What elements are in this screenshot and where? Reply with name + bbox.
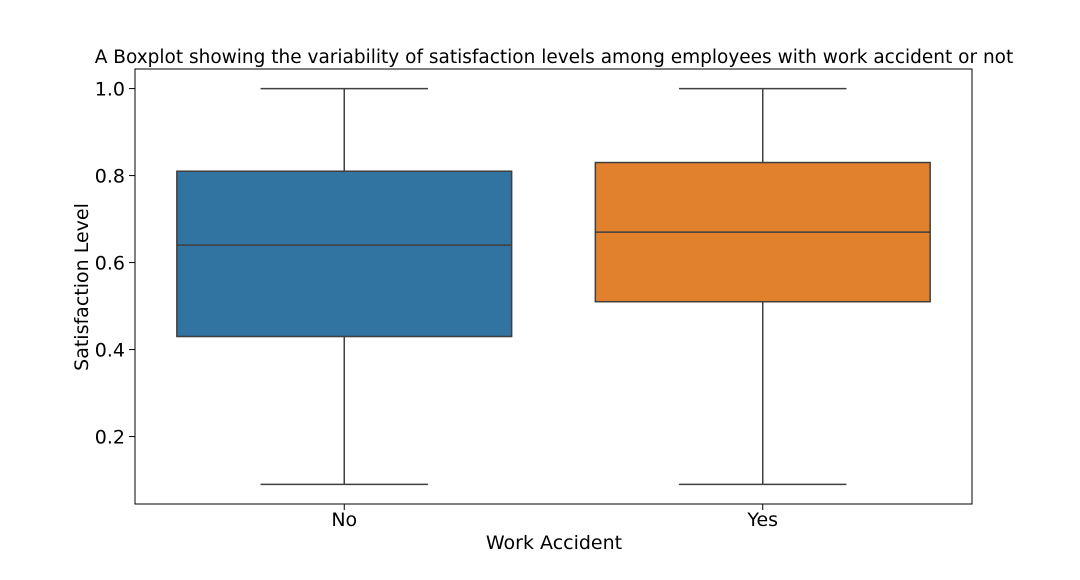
y-tick-label: 0.6 [95, 253, 125, 275]
x-tick-label: No [331, 509, 357, 531]
x-axis-label: Work Accident [486, 532, 622, 554]
box-body [176, 170, 513, 338]
y-tick-label: 0.8 [95, 166, 125, 188]
box-yes [594, 87, 931, 486]
y-tick-label: 1.0 [95, 79, 125, 101]
x-axis: No Yes [331, 504, 778, 531]
y-tick-label: 0.2 [95, 427, 125, 449]
y-axis: 0.2 0.4 0.6 0.8 1.0 [95, 79, 135, 449]
y-axis-label: Satisfaction Level [71, 203, 93, 371]
x-tick-label: Yes [746, 509, 778, 531]
plot-frame [134, 68, 973, 505]
chart-title: A Boxplot showing the variability of sat… [95, 47, 1014, 68]
plot-area [134, 68, 973, 505]
y-tick-label: 0.4 [95, 340, 125, 362]
box-no [176, 87, 513, 486]
